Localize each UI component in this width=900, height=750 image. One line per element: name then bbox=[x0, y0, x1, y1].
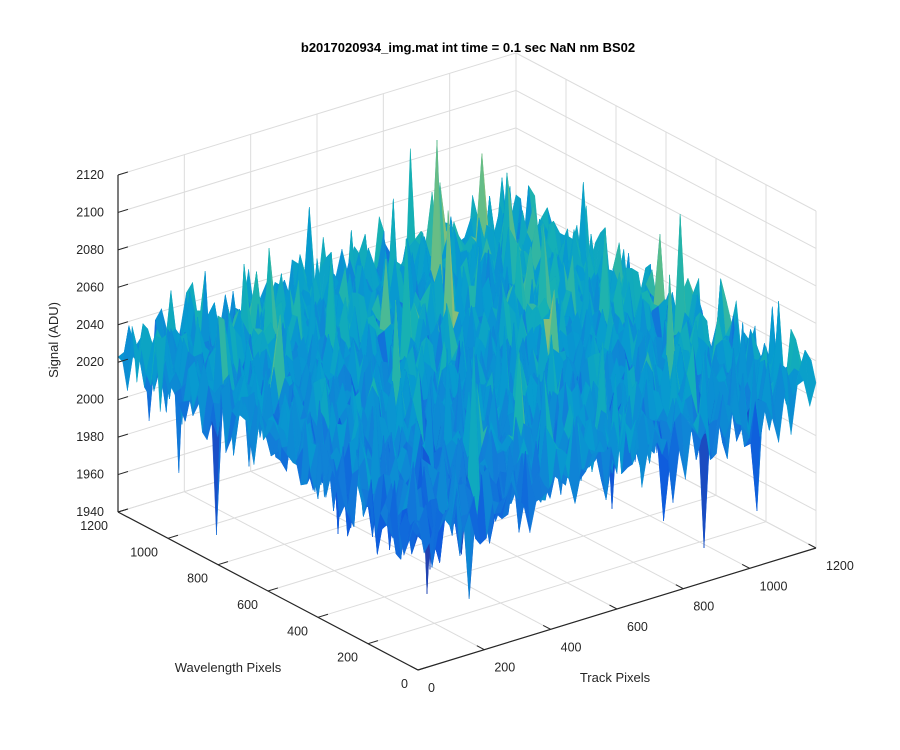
chart-title: b2017020934_img.mat int time = 0.1 sec N… bbox=[301, 40, 635, 55]
x-tick-label: 1000 bbox=[760, 579, 788, 593]
z-tick-label: 2060 bbox=[76, 280, 104, 294]
x-tick-mark bbox=[542, 624, 551, 630]
y-axis-label: Wavelength Pixels bbox=[175, 660, 282, 675]
floor-grid-y bbox=[317, 494, 717, 618]
x-tick-mark bbox=[808, 543, 817, 549]
y-tick-label: 800 bbox=[187, 572, 208, 586]
z-tick-mark bbox=[117, 321, 129, 326]
wall-grid-z2 bbox=[515, 202, 817, 362]
y-tick-label: 400 bbox=[287, 624, 308, 638]
wall-grid-z bbox=[117, 164, 517, 288]
y-tick-label: 200 bbox=[337, 651, 358, 665]
y-tick-mark bbox=[167, 534, 179, 539]
z-tick-mark bbox=[117, 508, 129, 513]
y-tick-label: 1200 bbox=[80, 519, 108, 533]
x-tick-mark bbox=[476, 645, 485, 651]
z-tick-label: 2020 bbox=[76, 355, 104, 369]
y-tick-label: 0 bbox=[401, 677, 408, 691]
wall-grid-z2 bbox=[515, 90, 817, 249]
z-tick-label: 2120 bbox=[76, 168, 104, 182]
z-tick-mark bbox=[117, 246, 129, 251]
z-tick-label: 2080 bbox=[76, 243, 104, 257]
z-tick-label: 2100 bbox=[76, 205, 104, 219]
z-tick-mark bbox=[117, 471, 129, 476]
x-tick-mark bbox=[741, 563, 750, 569]
z-tick-label: 1940 bbox=[76, 505, 104, 519]
floor-grid-y bbox=[367, 521, 767, 645]
axes bbox=[117, 171, 817, 671]
x-tick-label: 800 bbox=[693, 600, 714, 614]
wall-grid-z2 bbox=[515, 52, 817, 212]
wall-grid-z2 bbox=[515, 127, 817, 287]
y-tick-mark bbox=[217, 561, 229, 566]
y-tick-label: 1000 bbox=[130, 545, 158, 559]
y-tick-mark bbox=[317, 613, 329, 618]
y-tick-mark bbox=[417, 666, 429, 671]
z-tick-mark bbox=[117, 208, 129, 213]
z-tick-mark bbox=[117, 358, 129, 363]
z-tick-label: 1960 bbox=[76, 468, 104, 482]
wall-grid-z bbox=[117, 52, 517, 176]
x-tick-label: 200 bbox=[494, 661, 515, 675]
wall-grid-z bbox=[117, 127, 517, 251]
wall-grid-z bbox=[117, 89, 517, 213]
z-tick-mark bbox=[117, 433, 129, 438]
x-tick-label: 0 bbox=[428, 681, 435, 695]
wall-grid-z2 bbox=[515, 164, 817, 324]
x-tick-label: 1200 bbox=[826, 559, 854, 573]
x-tick-mark bbox=[675, 584, 684, 590]
x-axis-label: Track Pixels bbox=[580, 670, 651, 685]
z-tick-label: 2000 bbox=[76, 393, 104, 407]
surface-patch bbox=[413, 520, 425, 554]
y-tick-mark bbox=[367, 640, 379, 645]
x-tick-mark bbox=[609, 604, 618, 610]
y-tick-label: 600 bbox=[237, 598, 258, 612]
z-tick-mark bbox=[117, 283, 129, 288]
z-tick-label: 2040 bbox=[76, 318, 104, 332]
y-tick-mark bbox=[267, 587, 279, 592]
x-tick-label: 600 bbox=[627, 620, 648, 634]
tick-labels: 0 200 400 600 800 1000 1200 0 200 400 600 800 1000 12… bbox=[76, 168, 854, 695]
x-tick-mark bbox=[410, 665, 419, 671]
z-tick-mark bbox=[117, 396, 129, 401]
z-tick-label: 1980 bbox=[76, 430, 104, 444]
surface bbox=[117, 140, 817, 599]
x-tick-label: 400 bbox=[561, 640, 582, 654]
z-tick-mark bbox=[117, 171, 129, 176]
z-axis-label: Signal (ADU) bbox=[46, 302, 61, 378]
